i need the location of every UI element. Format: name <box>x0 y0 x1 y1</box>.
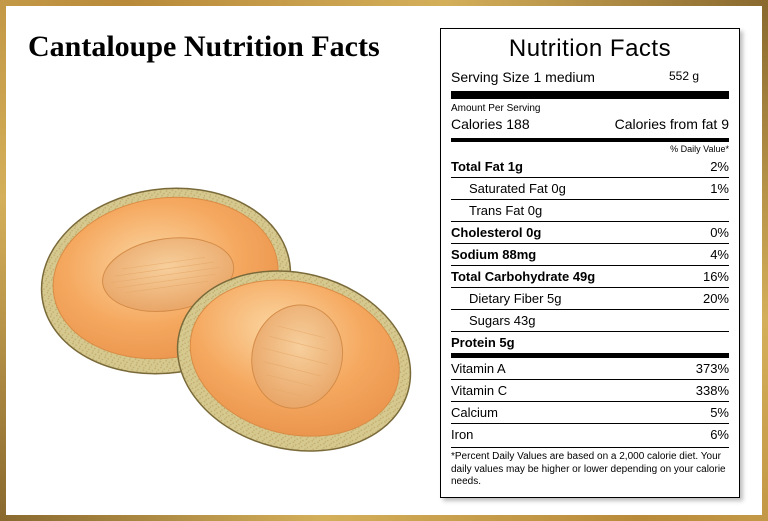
nutrient-row: Dietary Fiber 5g 20% <box>451 287 729 309</box>
nutrient-pct: 1% <box>710 181 729 196</box>
nutrient-pct: 4% <box>710 247 729 262</box>
vitamin-row: Vitamin A 373% <box>451 358 729 379</box>
nutrient-label: Sugars 43g <box>451 313 536 328</box>
serving-size: Serving Size 1 medium <box>451 69 595 85</box>
vitamin-label: Vitamin A <box>451 361 506 376</box>
vitamin-row: Vitamin C 338% <box>451 379 729 401</box>
vitamin-pct: 6% <box>710 427 729 442</box>
vitamin-row: Iron 6% <box>451 423 729 445</box>
vitamin-rows: Vitamin A 373% Vitamin C 338% Calcium 5% Iron 6… <box>451 353 729 445</box>
calories: Calories 188 <box>451 116 530 132</box>
nutrient-label: Total Carbohydrate 49g <box>451 269 595 284</box>
nutrient-label: Total Fat 1g <box>451 159 523 174</box>
thick-rule <box>451 91 729 99</box>
cantaloupe-illustration <box>36 166 436 466</box>
nutrient-label: Dietary Fiber 5g <box>451 291 561 306</box>
nutrient-row: Cholesterol 0g 0% <box>451 221 729 243</box>
nutrient-label: Cholesterol 0g <box>451 225 541 240</box>
nutrient-pct: 20% <box>703 291 729 306</box>
vitamin-label: Vitamin C <box>451 383 507 398</box>
footnote: *Percent Daily Values are based on a 2,0… <box>451 447 729 489</box>
nutrient-row: Protein 5g <box>451 331 729 353</box>
nutrient-label: Sodium 88mg <box>451 247 536 262</box>
nutrient-rows: Total Fat 1g 2% Saturated Fat 0g 1% Trans Fa… <box>451 156 729 353</box>
calories-from-fat: Calories from fat 9 <box>615 116 729 132</box>
vitamin-pct: 373% <box>696 361 729 376</box>
nutrient-pct: 2% <box>710 159 729 174</box>
nutrient-row: Total Carbohydrate 49g 16% <box>451 265 729 287</box>
gold-frame: Cantaloupe Nutrition Facts <box>0 0 768 521</box>
amount-per-serving: Amount Per Serving <box>451 101 729 114</box>
page-title: Cantaloupe Nutrition Facts <box>28 30 380 64</box>
nutrient-label: Trans Fat 0g <box>451 203 542 218</box>
nutrient-row: Sodium 88mg 4% <box>451 243 729 265</box>
serving-row: Serving Size 1 medium 552 g <box>451 67 729 91</box>
nutrient-row: Saturated Fat 0g 1% <box>451 177 729 199</box>
vitamin-pct: 338% <box>696 383 729 398</box>
vitamin-pct: 5% <box>710 405 729 420</box>
nutrition-facts-panel: Nutrition Facts Serving Size 1 medium 55… <box>440 28 740 498</box>
calories-row: Calories 188 Calories from fat 9 <box>451 114 729 138</box>
nutrient-label: Saturated Fat 0g <box>451 181 566 196</box>
nutrient-pct: 16% <box>703 269 729 284</box>
nutrient-row: Trans Fat 0g <box>451 199 729 221</box>
dv-header: % Daily Value* <box>451 142 729 156</box>
panel-heading: Nutrition Facts <box>451 35 729 63</box>
nutrient-row: Total Fat 1g 2% <box>451 156 729 177</box>
vitamin-row: Calcium 5% <box>451 401 729 423</box>
nutrient-pct: 0% <box>710 225 729 240</box>
vitamin-label: Calcium <box>451 405 498 420</box>
nutrient-label: Protein 5g <box>451 335 515 350</box>
nutrient-row: Sugars 43g <box>451 309 729 331</box>
vitamin-label: Iron <box>451 427 473 442</box>
serving-grams: 552 g <box>669 69 729 85</box>
